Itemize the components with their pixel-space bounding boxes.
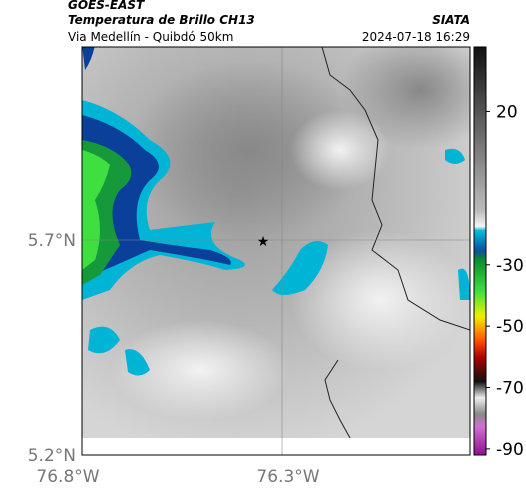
lat-label: 5.7°N bbox=[28, 231, 76, 251]
satellite-image bbox=[82, 47, 470, 438]
colorbar-tick-label: -50 bbox=[496, 317, 524, 337]
lon-label: 76.8°W bbox=[36, 467, 99, 487]
product: Temperatura de Brillo CH13 bbox=[68, 13, 255, 27]
agency: SIATA bbox=[432, 13, 470, 27]
satellite: GOES-EAST bbox=[68, 0, 145, 12]
colorbar-tick-label: -30 bbox=[496, 256, 524, 276]
colorbar-tick-label: 20 bbox=[496, 102, 518, 122]
location: Via Medellín - Quibdó 50km bbox=[68, 30, 233, 44]
lat-label: 5.2°N bbox=[28, 446, 76, 466]
city-marker: ★ bbox=[257, 234, 270, 250]
colorbar-tick-label: -70 bbox=[496, 379, 524, 399]
colorbar bbox=[473, 46, 487, 456]
datetime: 2024-07-18 16:29 bbox=[362, 30, 470, 44]
lon-label: 76.3°W bbox=[256, 467, 319, 487]
colorbar-tick-label: -90 bbox=[496, 440, 524, 460]
map-frame bbox=[81, 46, 471, 456]
